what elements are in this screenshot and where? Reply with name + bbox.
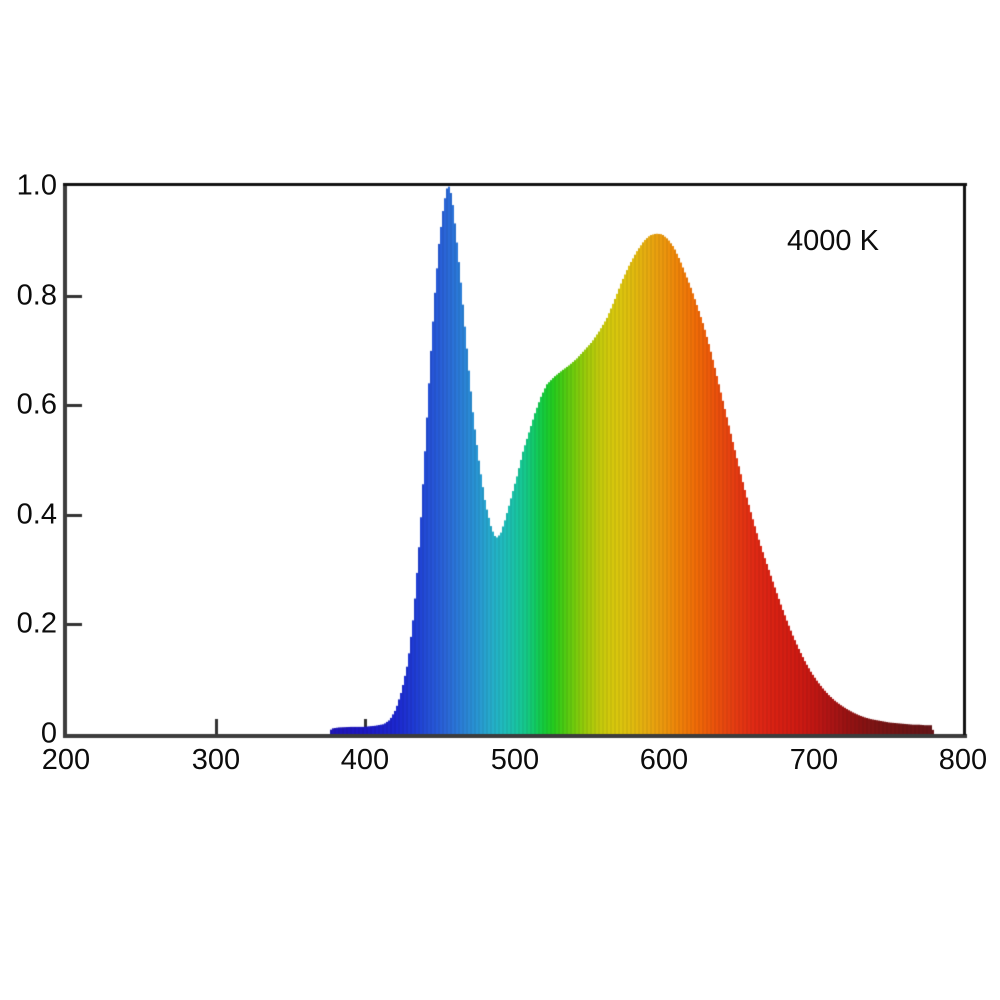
y-tick-label: 0.4: [16, 498, 57, 531]
color-temperature-label: 4000 K: [787, 225, 879, 257]
x-tick-label: 800: [938, 744, 988, 776]
x-tick-label: 600: [639, 744, 689, 776]
y-tick-label: 0.2: [16, 607, 57, 640]
x-tick-label: 700: [789, 744, 839, 776]
x-tick-label: 200: [41, 744, 91, 776]
y-tick-label: 0.8: [16, 279, 57, 312]
x-tick-label: 500: [490, 744, 540, 776]
y-tick-label: 0: [40, 717, 57, 750]
y-tick-label: 1.0: [16, 169, 57, 202]
x-tick-label: 300: [191, 744, 241, 776]
y-tick-label: 0.6: [16, 388, 57, 421]
x-tick-label: 400: [340, 744, 390, 776]
